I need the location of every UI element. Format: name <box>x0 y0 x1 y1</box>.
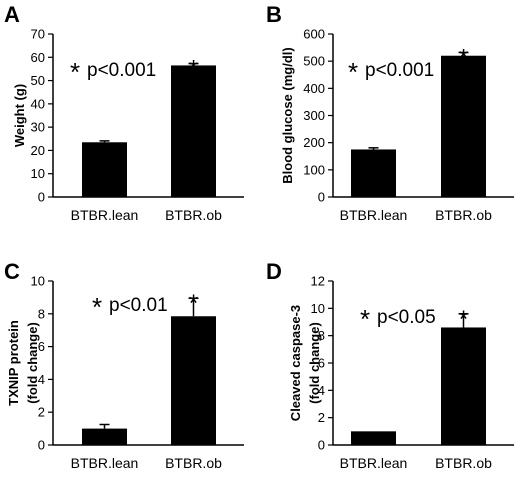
panel-d-y-tick-label: 2 <box>318 410 325 425</box>
panel-a-y-tick-label: 40 <box>31 96 45 111</box>
panel-a-y-tick-label: 0 <box>38 190 45 205</box>
panel-a-y-tick-label: 30 <box>31 120 45 135</box>
panel-c-bar-ob <box>171 316 216 445</box>
panel-b-y-tick-label: 500 <box>303 54 325 69</box>
panel-b-y-tick-label: 0 <box>318 190 325 205</box>
panel-c-category-label: BTBR.ob <box>165 455 222 471</box>
panel-a-letter: A <box>4 2 20 27</box>
panel-a-y-axis-label: Weight (g) <box>12 84 27 147</box>
panel-a-y-tick-label: 60 <box>31 50 45 65</box>
panel-c-y-axis-label-line2: (fold change) <box>25 322 40 404</box>
panel-b-y-axis-label: Blood glucose (mg/dl) <box>280 47 295 184</box>
panel-a-category-label: BTBR.lean <box>71 207 139 223</box>
panel-d-significance-star: * <box>459 306 468 333</box>
panel-d-y-tick-label: 4 <box>318 383 325 398</box>
panel-c-y-tick-label: 6 <box>38 339 45 354</box>
panel-b-bar-lean <box>351 149 396 197</box>
panel-d-y-axis-label: Cleaved caspase-3 <box>288 305 303 421</box>
panel-c-y-tick-label: 8 <box>38 306 45 321</box>
panel-d-bar-lean <box>351 431 396 445</box>
panel-c-y-tick-label: 4 <box>38 372 45 387</box>
panel-a-y-tick-label: 10 <box>31 166 45 181</box>
panel-c-bar-lean <box>82 428 127 445</box>
panel-d-y-tick-label: 10 <box>311 301 325 316</box>
panel-a-pvalue-star: * <box>70 57 80 87</box>
panel-b-letter: B <box>266 2 282 27</box>
panel-a-category-label: BTBR.ob <box>165 207 222 223</box>
panel-d-y-tick-label: 0 <box>318 438 325 453</box>
panel-b-y-tick-label: 200 <box>303 135 325 150</box>
panel-a-significance-star: * <box>189 56 198 83</box>
panel-c-y-tick-label: 0 <box>38 438 45 453</box>
panel-d-category-label: BTBR.ob <box>435 455 492 471</box>
panel-d-y-tick-label: 12 <box>311 274 325 289</box>
panel-a-bar-lean <box>82 142 127 197</box>
panel-b-y-tick-label: 100 <box>303 162 325 177</box>
panel-c-letter: C <box>4 259 20 284</box>
panel-d-bar-ob <box>441 327 486 445</box>
panel-c-y-tick-label: 10 <box>31 274 45 289</box>
panel-a-y-tick-label: 50 <box>31 73 45 88</box>
panel-b-bar-ob <box>441 55 486 197</box>
panel-b-category-label: BTBR.lean <box>340 207 408 223</box>
panel-d-pvalue-star: * <box>360 304 370 334</box>
panel-b-pvalue-star: * <box>348 57 358 87</box>
panel-d-y-tick-label: 6 <box>318 356 325 371</box>
panel-a-pvalue-annotation: p<0.001 <box>87 60 156 81</box>
panel-a-y-tick-label: 70 <box>31 27 45 42</box>
panel-d-y-axis-label-line2: (fold change) <box>307 322 322 404</box>
panel-d-letter: D <box>266 259 282 284</box>
panel-a-bar-ob <box>171 65 216 197</box>
panel-b-pvalue-annotation: p<0.001 <box>365 60 434 81</box>
panel-d-y-tick-label: 8 <box>318 328 325 343</box>
panel-b-category-label: BTBR.ob <box>435 207 492 223</box>
panel-c-significance-star: * <box>189 290 198 317</box>
panel-b-y-tick-label: 600 <box>303 27 325 42</box>
panel-b-y-tick-label: 300 <box>303 108 325 123</box>
panel-c-pvalue-annotation: p<0.01 <box>109 295 168 316</box>
panel-c-category-label: BTBR.lean <box>71 455 139 471</box>
panel-d-category-label: BTBR.lean <box>340 455 408 471</box>
panel-b-significance-star: * <box>459 44 468 71</box>
panel-c-y-axis-label: TXNIP protein <box>6 320 21 406</box>
panel-c-y-tick-label: 2 <box>38 405 45 420</box>
panel-a-y-tick-label: 20 <box>31 143 45 158</box>
panel-d-pvalue-annotation: p<0.05 <box>377 307 436 328</box>
panel-b-y-tick-label: 400 <box>303 81 325 96</box>
panel-c-pvalue-star: * <box>92 292 102 322</box>
